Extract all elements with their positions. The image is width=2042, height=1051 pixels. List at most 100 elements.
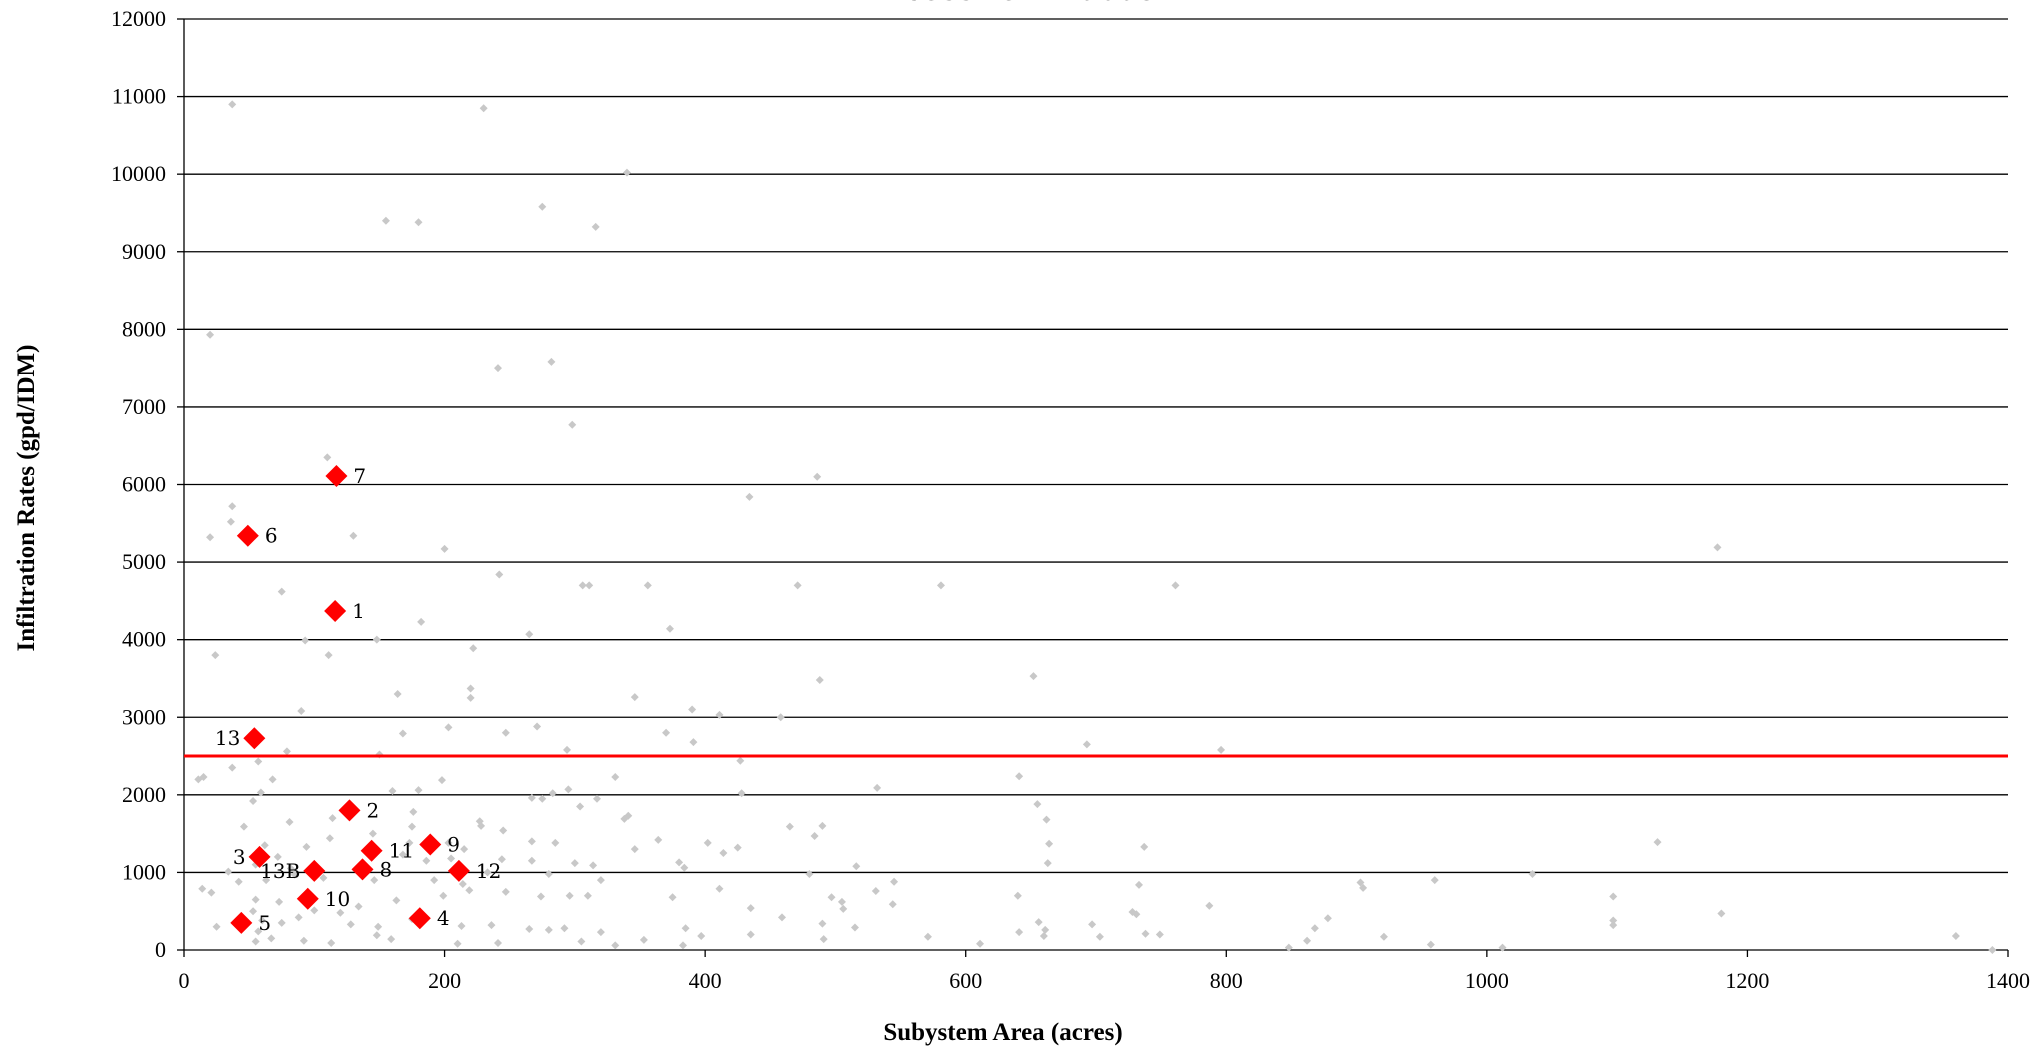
point-label: 6: [265, 524, 278, 548]
data-point: [387, 935, 396, 944]
data-point: [839, 904, 848, 913]
data-point: [1310, 924, 1319, 933]
data-point: [499, 826, 508, 835]
data-point: [1043, 859, 1052, 868]
data-point: [249, 907, 258, 916]
data-point: [444, 838, 453, 847]
data-point: [388, 786, 397, 795]
data-point: [226, 517, 235, 526]
data-point: [487, 921, 496, 930]
y-tick-label: 0: [155, 937, 166, 962]
highlighted-point: [419, 833, 442, 856]
x-tick-label: 400: [689, 968, 722, 993]
data-point: [393, 689, 402, 698]
data-point: [560, 924, 569, 933]
data-point: [1088, 920, 1097, 929]
data-point: [251, 937, 260, 946]
data-point: [1015, 772, 1024, 781]
y-tick-label: 4000: [122, 627, 166, 652]
data-point: [228, 763, 237, 772]
data-point: [852, 862, 861, 871]
data-point: [228, 502, 237, 511]
data-point: [299, 936, 308, 945]
data-point: [258, 916, 267, 925]
data-point: [1609, 916, 1618, 925]
x-tick-label: 800: [1210, 968, 1243, 993]
data-point: [398, 729, 407, 738]
data-point: [1045, 839, 1054, 848]
y-tick-label: 3000: [122, 704, 166, 729]
data-point: [1426, 940, 1435, 949]
data-point: [976, 939, 985, 948]
data-point: [290, 870, 299, 879]
data-point: [662, 728, 671, 737]
data-point: [525, 630, 534, 639]
data-point: [1528, 869, 1537, 878]
data-point: [1498, 943, 1507, 952]
data-point: [417, 617, 426, 626]
data-point: [301, 636, 310, 645]
data-point: [256, 788, 265, 797]
y-axis-title: Infiltration Rates (gpd/IDM): [13, 345, 40, 652]
data-point: [681, 924, 690, 933]
data-point: [458, 880, 467, 889]
data-point: [465, 886, 474, 895]
data-point: [273, 852, 282, 861]
data-point: [850, 923, 859, 932]
data-point: [936, 581, 945, 590]
data-point: [551, 838, 560, 847]
data-point: [1217, 745, 1226, 754]
data-point: [527, 856, 536, 865]
data-point: [262, 876, 271, 885]
data-point: [408, 822, 416, 831]
data-point: [477, 821, 486, 830]
data-point: [611, 941, 620, 950]
point-label: 10: [325, 887, 350, 911]
data-point: [805, 869, 814, 878]
data-point: [354, 902, 363, 911]
data-point: [212, 922, 221, 931]
data-point: [1033, 800, 1042, 809]
data-point: [368, 829, 377, 838]
data-point: [697, 932, 706, 941]
point-label: 7: [353, 464, 366, 488]
data-point: [527, 837, 536, 846]
data-point: [643, 581, 652, 590]
data-point: [570, 859, 579, 868]
point-label: 1: [352, 599, 365, 623]
highlighted-point: [360, 839, 383, 862]
data-point: [563, 745, 572, 754]
data-point: [593, 794, 602, 803]
data-point: [745, 492, 754, 501]
data-point: [888, 900, 897, 909]
data-point: [578, 581, 587, 590]
data-point: [444, 723, 453, 732]
data-point: [409, 807, 418, 816]
data-point: [440, 544, 449, 553]
data-point: [538, 202, 547, 211]
data-point: [585, 581, 594, 590]
data-point: [1155, 930, 1164, 939]
data-point: [501, 887, 510, 896]
data-point: [327, 939, 336, 948]
data-point: [675, 858, 684, 867]
data-point: [737, 789, 746, 798]
data-point: [324, 651, 333, 660]
data-point: [479, 104, 488, 113]
background-points: [194, 100, 1997, 954]
y-tick-labels: 0 1000 2000 3000 4000 5000 6000 7000 8000 9000 100…: [111, 6, 166, 962]
data-point: [370, 876, 379, 885]
data-point: [564, 785, 573, 794]
y-tick-label: 6000: [122, 472, 166, 497]
data-point: [267, 934, 276, 943]
data-point: [1303, 936, 1312, 945]
gridlines: [184, 18, 2008, 874]
data-point: [1717, 909, 1726, 918]
data-point: [871, 887, 880, 896]
data-point: [890, 877, 899, 886]
data-point: [374, 922, 383, 931]
data-point: [668, 893, 677, 902]
y-tick-label: 8000: [122, 316, 166, 341]
data-point: [1095, 932, 1104, 941]
data-point: [234, 877, 243, 886]
